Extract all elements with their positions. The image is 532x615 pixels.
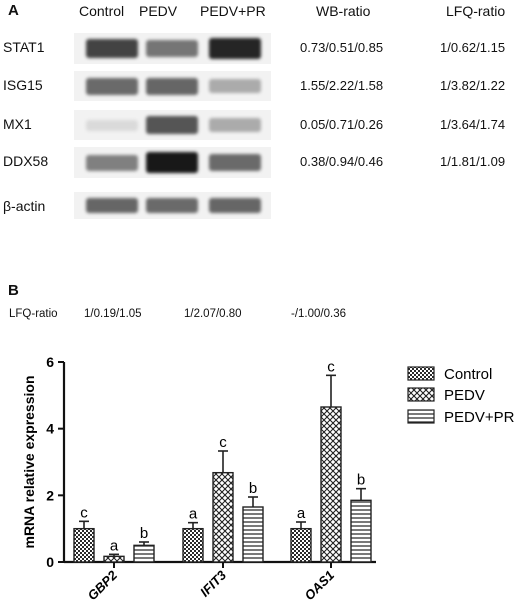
lfq-ratio-oas1: -/1.00/0.36: [291, 308, 346, 320]
y-tick-label: 6: [46, 354, 54, 370]
blot-row-label: STAT1: [3, 39, 45, 55]
bar: [212, 471, 234, 563]
panel-a-letter: A: [8, 2, 19, 19]
x-tick-label: OAS1: [301, 568, 337, 604]
bar: [103, 555, 125, 563]
significance-letter: a: [297, 505, 306, 522]
significance-letter: b: [249, 480, 257, 497]
blot-band: [86, 39, 138, 58]
panel-b-letter: B: [8, 282, 19, 299]
blot-band: [146, 198, 198, 213]
x-tick-label: GBP2: [84, 567, 120, 603]
blot-row-label: β-actin: [3, 198, 46, 214]
blot-strip: [74, 147, 271, 178]
y-tick-label: 2: [46, 487, 54, 503]
lfq-ratio-value: 1/1.81/1.09: [440, 154, 506, 169]
blot-band: [146, 40, 198, 57]
bar: [290, 527, 312, 563]
y-tick-label: 0: [46, 554, 54, 570]
blot-band: [86, 120, 138, 131]
col-header-pedv: PEDV: [139, 3, 178, 19]
bar: [242, 506, 264, 563]
lfq-ratio-value: 1/0.62/1.15: [440, 40, 506, 55]
legend-swatch: [407, 409, 435, 424]
significance-letter: c: [327, 358, 335, 375]
blot-band: [146, 78, 198, 95]
legend-swatch: [407, 366, 435, 381]
blot-band: [209, 198, 261, 213]
y-tick-label: 4: [46, 421, 54, 437]
bar: [73, 527, 95, 563]
blot-band: [209, 154, 261, 171]
wb-ratio-value: 0.05/0.71/0.26: [300, 117, 384, 132]
significance-letter: c: [80, 504, 88, 521]
blot-row-label: MX1: [3, 116, 32, 132]
col-header-control: Control: [79, 3, 125, 19]
significance-letter: c: [219, 434, 227, 451]
wb-ratio-value: 1.55/2.22/1.58: [300, 78, 384, 93]
blot-band: [86, 78, 138, 95]
blot-row-label: DDX58: [3, 153, 49, 169]
blot-band: [86, 198, 138, 213]
lfq-ratio-value: 1/3.82/1.22: [440, 78, 506, 93]
blot-band: [209, 38, 261, 59]
lfq-ratio-label-b: LFQ-ratio: [9, 308, 58, 320]
col-header-pedv-pr: PEDV+PR: [200, 3, 266, 19]
blot-band: [86, 155, 138, 171]
bar: [320, 406, 342, 563]
lfq-ratio-value: 1/3.64/1.74: [440, 117, 506, 132]
blot-strip: [74, 33, 271, 64]
legend-label: PEDV+PR: [444, 409, 515, 426]
significance-letter: a: [189, 506, 198, 523]
bar: [350, 499, 372, 563]
blot-band: [146, 116, 198, 134]
significance-letter: a: [110, 537, 119, 554]
x-tick-label: IFIT3: [197, 567, 230, 600]
legend-label: PEDV: [444, 387, 485, 404]
blot-strip: [74, 192, 271, 219]
blot-row-label: ISG15: [3, 77, 43, 93]
wb-ratio-value: 0.38/0.94/0.46: [300, 154, 384, 169]
blot-strip: [74, 71, 271, 101]
blot-band: [209, 79, 261, 93]
lfq-ratio-ifit3: 1/2.07/0.80: [184, 308, 242, 320]
significance-letter: b: [140, 525, 148, 542]
lfq-ratio-header: LFQ-ratio: [446, 3, 506, 19]
wb-ratio-value: 0.73/0.51/0.85: [300, 40, 384, 55]
bar: [182, 527, 204, 563]
wb-ratio-header: WB-ratio: [316, 3, 371, 19]
lfq-ratio-gbp2: 1/0.19/1.05: [84, 308, 142, 320]
significance-letter: b: [357, 472, 365, 489]
legend-swatch: [407, 387, 435, 402]
bar: [133, 544, 155, 563]
y-axis-label: mRNA relative expression: [21, 376, 37, 549]
blot-band: [209, 118, 261, 132]
legend-label: Control: [444, 366, 492, 383]
blot-band: [146, 152, 198, 173]
blot-strip: [74, 110, 271, 140]
